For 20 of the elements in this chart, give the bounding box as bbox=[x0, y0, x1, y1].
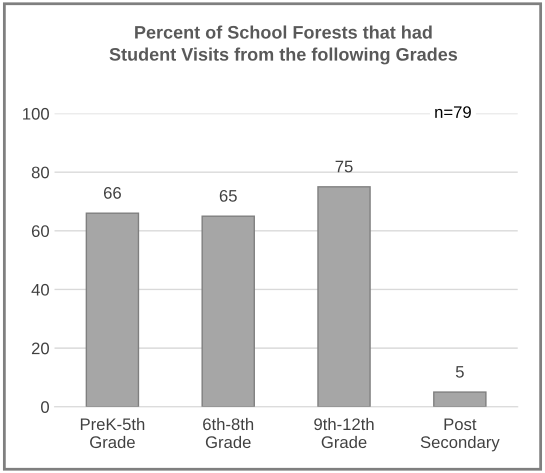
x-tick-label: 6th-8th Grade bbox=[203, 418, 254, 448]
data-label: 65 bbox=[220, 190, 237, 202]
y-tick-label: 0 bbox=[41, 401, 49, 413]
x-tick-label: Post Secondary bbox=[420, 418, 500, 452]
data-label: 5 bbox=[456, 366, 464, 378]
bar bbox=[317, 186, 371, 407]
chart-title: Percent of School Forests that had Student Visits from the following Grades bbox=[110, 25, 458, 64]
y-tick-label: 40 bbox=[31, 284, 49, 296]
y-tick-label: 80 bbox=[32, 166, 49, 178]
x-tick-label: PreK-5th Grade bbox=[80, 418, 144, 448]
bar bbox=[201, 215, 255, 407]
y-tick-label: 20 bbox=[32, 342, 49, 354]
y-tick-label: 100 bbox=[23, 108, 49, 120]
y-tick-label: 60 bbox=[32, 225, 49, 238]
annotation: n=79 bbox=[435, 106, 471, 118]
data-label: 66 bbox=[104, 187, 121, 199]
x-tick-label: 9th-12th Grade bbox=[314, 418, 374, 448]
data-label: 75 bbox=[336, 160, 353, 172]
bar bbox=[433, 391, 487, 407]
bar bbox=[86, 212, 140, 407]
